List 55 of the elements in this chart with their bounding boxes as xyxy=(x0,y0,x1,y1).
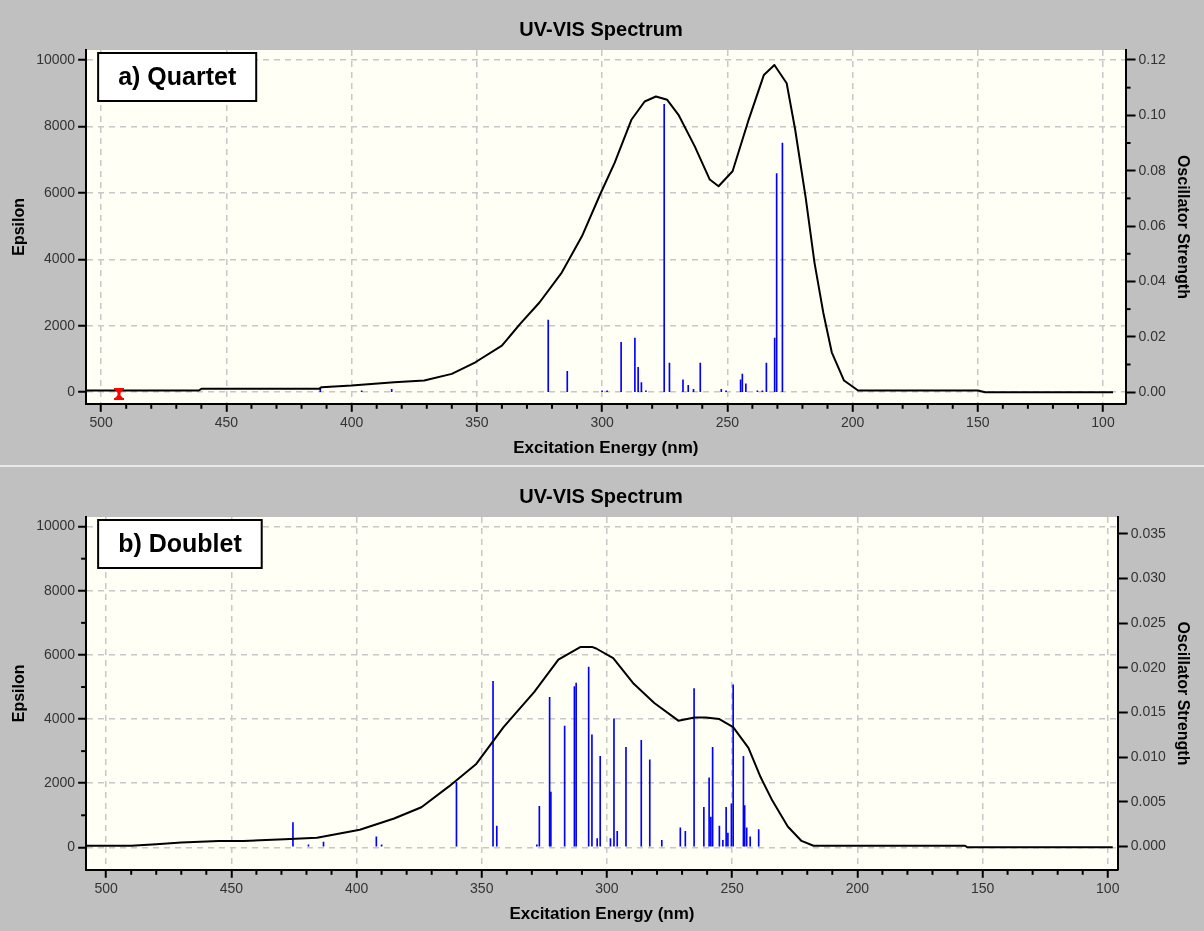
x-tick-label: 300 xyxy=(590,414,614,431)
x-tick-label: 250 xyxy=(720,880,745,897)
x-axis-title: Excitation Energy (nm) xyxy=(509,904,695,924)
y2-tick-label: 0.06 xyxy=(1138,216,1167,233)
y-tick-label: 2000 xyxy=(43,774,76,791)
y-tick-label: 4000 xyxy=(43,709,76,726)
x-tick-label: 100 xyxy=(1091,414,1115,431)
y2-tick-label: 0.04 xyxy=(1138,272,1167,289)
y2-tick-label: 0.12 xyxy=(1138,50,1167,67)
y-tick-label: 10000 xyxy=(36,517,76,534)
x-tick-label: 500 xyxy=(89,414,114,431)
y2-axis-title: Oscillator Strength xyxy=(1174,154,1192,299)
y2-tick-label: 0.015 xyxy=(1130,703,1167,720)
y-tick-label: 8000 xyxy=(43,581,76,598)
y2-tick-label: 0.10 xyxy=(1138,106,1167,123)
x-tick-label: 450 xyxy=(214,414,239,431)
y2-tick-label: 0.08 xyxy=(1138,161,1167,178)
chart-title: UV-VIS Spectrum xyxy=(519,484,683,507)
y2-tick-label: 0.025 xyxy=(1130,614,1167,631)
y2-tick-label: 0.00 xyxy=(1138,383,1167,400)
x-tick-label: 300 xyxy=(595,880,619,897)
y2-tick-label: 0.005 xyxy=(1130,792,1167,809)
x-tick-label: 150 xyxy=(970,880,995,897)
y2-tick-label: 0.000 xyxy=(1130,837,1167,854)
y2-tick-label: 0.030 xyxy=(1130,569,1167,586)
y-tick-label: 6000 xyxy=(43,645,76,662)
y-tick-label: 2000 xyxy=(43,316,76,333)
x-tick-label: 100 xyxy=(1096,880,1120,897)
x-tick-label: 350 xyxy=(470,880,494,897)
y2-tick-label: 0.02 xyxy=(1138,327,1167,344)
y-tick-label: 6000 xyxy=(43,183,76,200)
chart-title: UV-VIS Spectrum xyxy=(519,17,683,40)
y-tick-label: 0 xyxy=(67,383,76,400)
y-tick-label: 0 xyxy=(67,838,76,855)
x-tick-label: 250 xyxy=(715,414,740,431)
y2-tick-label: 0.020 xyxy=(1130,658,1167,675)
y-axis-title: Epsilon xyxy=(10,198,28,256)
x-tick-label: 500 xyxy=(94,880,119,897)
y-tick-label: 10000 xyxy=(36,50,76,67)
x-tick-label: 350 xyxy=(465,414,489,431)
x-tick-label: 150 xyxy=(966,414,990,431)
x-tick-label: 200 xyxy=(840,414,865,431)
x-axis-title: Excitation Energy (nm) xyxy=(513,438,699,458)
annotation: a) Quartet xyxy=(118,61,237,90)
annotation: b) Doublet xyxy=(118,528,243,557)
x-tick-label: 400 xyxy=(339,414,364,431)
y2-tick-label: 0.035 xyxy=(1130,524,1167,541)
x-tick-label: 450 xyxy=(219,880,244,897)
y-tick-label: 8000 xyxy=(43,117,76,134)
y2-tick-label: 0.010 xyxy=(1130,748,1167,765)
x-tick-label: 200 xyxy=(845,880,870,897)
y-axis-title: Epsilon xyxy=(10,664,28,723)
y2-axis-title: Oscillator Strength xyxy=(1174,621,1192,766)
x-tick-label: 400 xyxy=(344,880,369,897)
y-tick-label: 4000 xyxy=(43,250,76,267)
